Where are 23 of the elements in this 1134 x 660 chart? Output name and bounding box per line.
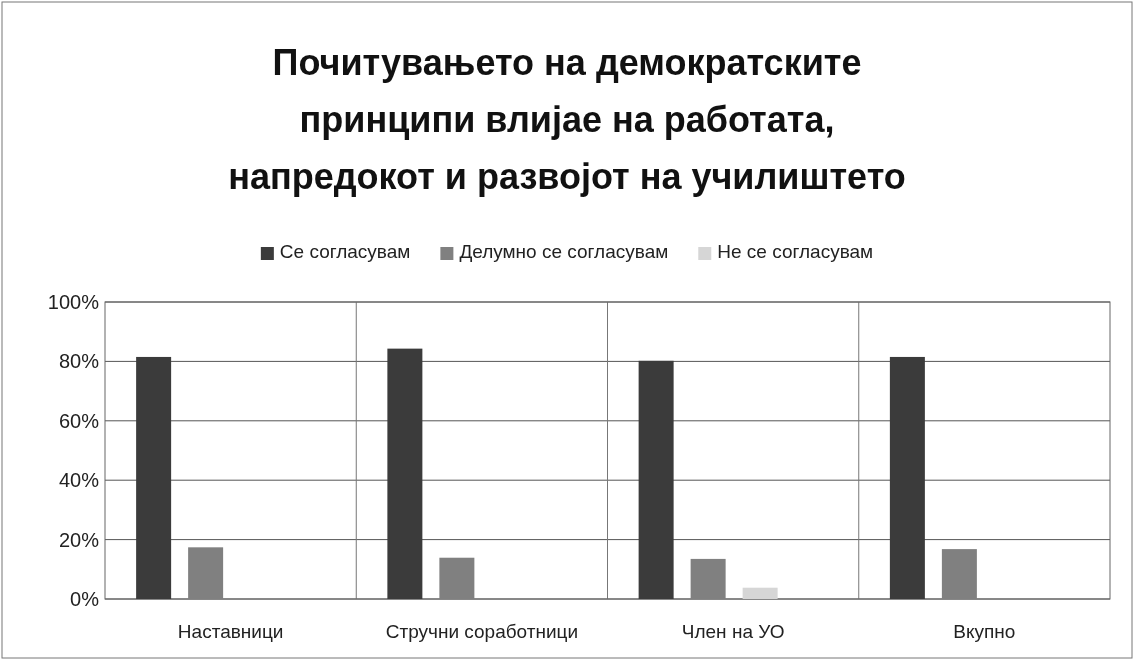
bar — [638, 360, 674, 599]
y-tick-label: 0% — [70, 587, 100, 610]
legend-label: Не се согласувам — [717, 241, 874, 262]
bar — [136, 356, 172, 599]
y-tick-label: 60% — [58, 409, 100, 432]
y-tick-label: 20% — [58, 528, 100, 551]
x-tick-label: Стручни соработници — [385, 621, 579, 643]
legend-label: Се согласувам — [279, 241, 411, 262]
bar — [690, 558, 726, 599]
bar — [742, 587, 778, 599]
x-tick-label: Наставници — [177, 621, 284, 643]
bar — [439, 557, 475, 599]
bar — [188, 547, 224, 599]
y-tick-label: 40% — [58, 469, 100, 492]
x-tick-label: Член на УО — [681, 621, 785, 643]
y-tick-label: 80% — [58, 350, 100, 373]
chart-title: Почитувањето на демократските принципи влијае на работата, напредокот и развојот на училиштето — [228, 42, 906, 197]
bar — [889, 356, 925, 599]
x-tick-label: Вкупно — [953, 621, 1016, 643]
y-tick-label: 100% — [47, 290, 100, 313]
bar — [941, 549, 977, 599]
bar — [387, 348, 423, 599]
legend-label: Делумно се согласувам — [459, 241, 669, 262]
